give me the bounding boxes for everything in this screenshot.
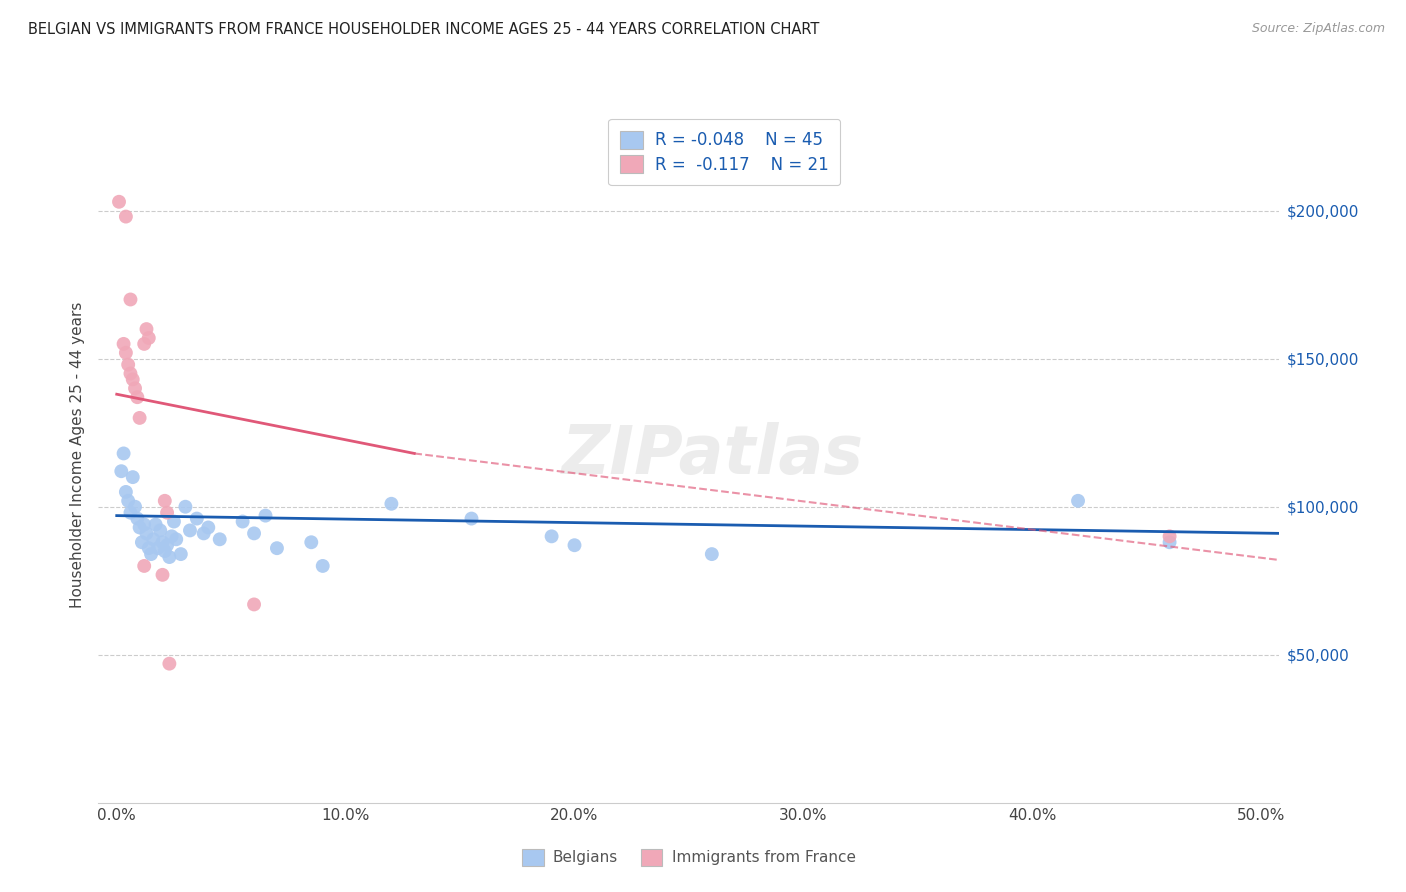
Point: [170, 547, 193, 561]
Point: [135, 322, 157, 336]
Point: [193, 526, 215, 541]
Point: [232, 515, 254, 529]
Point: [197, 520, 219, 534]
Point: [120, 367, 142, 381]
Point: [110, 464, 132, 478]
Point: [121, 372, 143, 386]
Point: [160, 529, 183, 543]
Point: [1067, 493, 1090, 508]
Point: [163, 515, 186, 529]
Point: [120, 293, 142, 307]
Point: [134, 337, 156, 351]
Point: [142, 533, 165, 547]
Point: [179, 524, 201, 538]
Point: [149, 524, 172, 538]
Point: [128, 411, 150, 425]
Point: [208, 533, 231, 547]
Point: [128, 520, 150, 534]
Point: [152, 535, 174, 549]
Point: [112, 446, 135, 460]
Point: [174, 500, 197, 514]
Point: [108, 194, 131, 209]
Point: [460, 511, 482, 525]
Point: [134, 517, 156, 532]
Point: [139, 547, 162, 561]
Text: BELGIAN VS IMMIGRANTS FROM FRANCE HOUSEHOLDER INCOME AGES 25 - 44 YEARS CORRELAT: BELGIAN VS IMMIGRANTS FROM FRANCE HOUSEH…: [28, 22, 820, 37]
Point: [120, 506, 142, 520]
Point: [312, 558, 335, 573]
Point: [700, 547, 723, 561]
Point: [165, 533, 187, 547]
Point: [146, 541, 169, 556]
Point: [131, 535, 153, 549]
Point: [112, 337, 135, 351]
Point: [243, 598, 266, 612]
Point: [117, 358, 139, 372]
Point: [380, 497, 402, 511]
Point: [138, 331, 160, 345]
Text: Source: ZipAtlas.com: Source: ZipAtlas.com: [1251, 22, 1385, 36]
Point: [134, 558, 156, 573]
Point: [186, 511, 208, 525]
Point: [127, 390, 149, 404]
Legend: Belgians, Immigrants from France: Belgians, Immigrants from France: [516, 843, 862, 871]
Point: [153, 493, 176, 508]
Point: [156, 538, 179, 552]
Point: [127, 511, 149, 525]
Point: [115, 345, 138, 359]
Point: [564, 538, 586, 552]
Point: [138, 541, 160, 556]
Point: [124, 381, 146, 395]
Point: [153, 544, 176, 558]
Point: [117, 493, 139, 508]
Point: [243, 526, 266, 541]
Point: [1159, 535, 1181, 549]
Point: [145, 517, 167, 532]
Point: [1159, 529, 1181, 543]
Point: [299, 535, 322, 549]
Point: [135, 526, 157, 541]
Point: [152, 567, 174, 582]
Y-axis label: Householder Income Ages 25 - 44 years: Householder Income Ages 25 - 44 years: [69, 301, 84, 608]
Point: [254, 508, 277, 523]
Point: [124, 500, 146, 514]
Point: [266, 541, 288, 556]
Point: [540, 529, 562, 543]
Point: [156, 506, 179, 520]
Point: [157, 657, 180, 671]
Point: [121, 470, 143, 484]
Point: [157, 550, 180, 565]
Point: [115, 484, 138, 499]
Point: [115, 210, 138, 224]
Text: ZIPatlas: ZIPatlas: [561, 422, 863, 488]
